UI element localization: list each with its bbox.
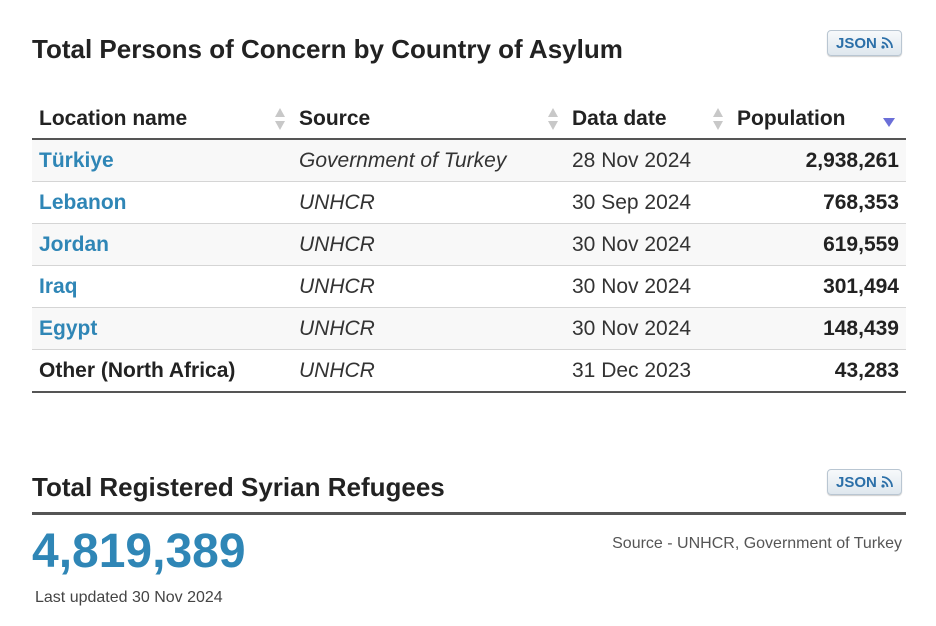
sort-arrows-icon bbox=[275, 108, 285, 130]
sort-arrows-icon bbox=[548, 108, 558, 130]
rss-icon bbox=[881, 476, 893, 488]
population-cell: 619,559 bbox=[730, 223, 906, 266]
source-note: Source - UNHCR, Government of Turkey bbox=[612, 535, 902, 552]
location-link[interactable]: Iraq bbox=[32, 265, 292, 308]
location-label: Other (North Africa) bbox=[32, 349, 292, 393]
json-button-label: JSON bbox=[836, 34, 877, 52]
section-divider bbox=[32, 512, 906, 515]
source-cell: UNHCR bbox=[292, 307, 565, 350]
date-cell: 30 Nov 2024 bbox=[565, 223, 730, 266]
population-cell: 768,353 bbox=[730, 181, 906, 224]
population-cell: 148,439 bbox=[730, 307, 906, 350]
location-link[interactable]: Lebanon bbox=[32, 181, 292, 224]
table-row: Jordan UNHCR 30 Nov 2024 619,559 bbox=[32, 223, 906, 266]
column-header-source[interactable]: Source bbox=[292, 100, 565, 140]
date-cell: 31 Dec 2023 bbox=[565, 349, 730, 393]
source-cell: UNHCR bbox=[292, 223, 565, 266]
population-cell: 43,283 bbox=[730, 349, 906, 393]
table-row: Other (North Africa) UNHCR 31 Dec 2023 4… bbox=[32, 349, 906, 393]
registered-json-button[interactable]: JSON bbox=[827, 469, 902, 495]
source-cell: UNHCR bbox=[292, 181, 565, 224]
concern-json-button[interactable]: JSON bbox=[827, 30, 902, 56]
table-row: Egypt UNHCR 30 Nov 2024 148,439 bbox=[32, 307, 906, 350]
registered-title: Total Registered Syrian Refugees bbox=[32, 472, 445, 502]
date-cell: 30 Nov 2024 bbox=[565, 307, 730, 350]
column-header-location[interactable]: Location name bbox=[32, 100, 292, 140]
last-updated: Last updated 30 Nov 2024 bbox=[35, 589, 223, 606]
table-row: Türkiye Government of Turkey 28 Nov 2024… bbox=[32, 139, 906, 182]
location-link[interactable]: Türkiye bbox=[32, 139, 292, 182]
date-cell: 30 Nov 2024 bbox=[565, 265, 730, 308]
refugee-total: 4,819,389 bbox=[32, 525, 246, 578]
sort-arrows-icon bbox=[713, 108, 723, 130]
source-cell: UNHCR bbox=[292, 265, 565, 308]
column-header-date[interactable]: Data date bbox=[565, 100, 730, 140]
table-row: Lebanon UNHCR 30 Sep 2024 768,353 bbox=[32, 181, 906, 224]
source-cell: UNHCR bbox=[292, 349, 565, 393]
concern-table: Location name Source Data date Populatio… bbox=[32, 100, 906, 393]
sort-desc-icon bbox=[883, 118, 895, 127]
location-link[interactable]: Egypt bbox=[32, 307, 292, 350]
date-cell: 30 Sep 2024 bbox=[565, 181, 730, 224]
date-cell: 28 Nov 2024 bbox=[565, 139, 730, 182]
column-header-population[interactable]: Population bbox=[730, 100, 906, 140]
location-link[interactable]: Jordan bbox=[32, 223, 292, 266]
table-row: Iraq UNHCR 30 Nov 2024 301,494 bbox=[32, 265, 906, 308]
rss-icon bbox=[881, 37, 893, 49]
population-cell: 301,494 bbox=[730, 265, 906, 308]
source-cell: Government of Turkey bbox=[292, 139, 565, 182]
concern-title: Total Persons of Concern by Country of A… bbox=[32, 34, 623, 64]
population-cell: 2,938,261 bbox=[730, 139, 906, 182]
json-button-label: JSON bbox=[836, 473, 877, 491]
